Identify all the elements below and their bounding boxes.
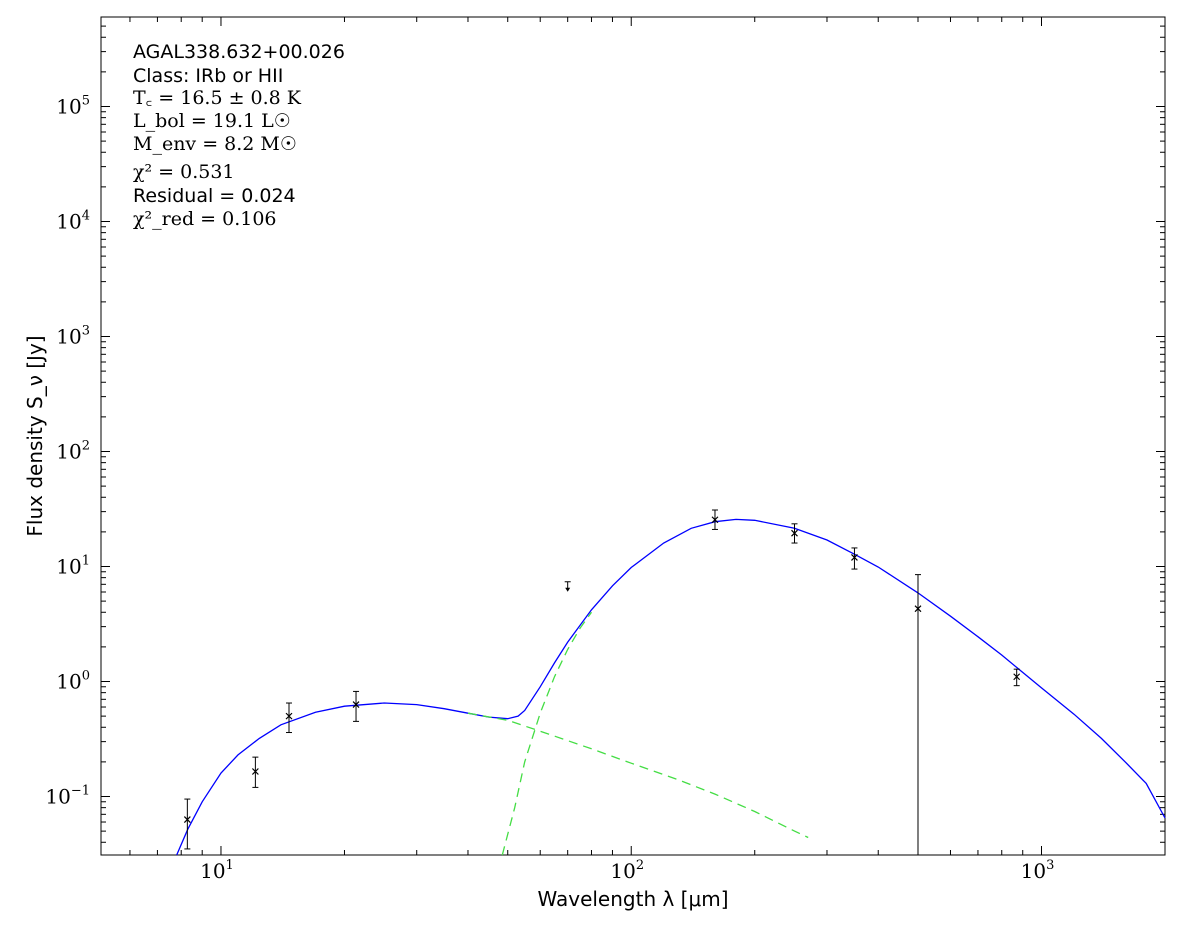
warm-component-line xyxy=(467,712,809,839)
y-tick-label: 102 xyxy=(56,438,90,463)
data-points xyxy=(183,509,1021,855)
data-point-marker xyxy=(183,816,191,824)
y-tick-label: 105 xyxy=(56,93,90,118)
upper-limit-arrow xyxy=(565,587,571,592)
chi2-label: χ² = 0.531 xyxy=(133,161,235,183)
y-tick-label: 100 xyxy=(56,669,90,694)
lbol-label: L_bol = 19.1 L☉ xyxy=(133,110,291,132)
chi2-red-label: χ²_red = 0.106 xyxy=(133,208,277,230)
data-point-marker xyxy=(352,701,360,709)
x-tick-label: 102 xyxy=(610,858,644,883)
annotation-block: AGAL338.632+00.026 Class: IRb or HII T꜀ … xyxy=(133,41,345,230)
x-tick-labels: 101 102 103 xyxy=(200,858,1054,883)
y-tick-label: 104 xyxy=(56,208,90,233)
cold-component-line xyxy=(501,611,593,856)
y-axis-title: Flux density S_ν [Jy] xyxy=(23,335,47,536)
source-name: AGAL338.632+00.026 xyxy=(133,41,345,63)
data-point-marker xyxy=(711,516,719,524)
plot-area xyxy=(100,16,1166,856)
x-tick-label: 101 xyxy=(200,858,234,883)
class-label: Class: IRb or HII xyxy=(133,65,283,87)
x-tick-label: 103 xyxy=(1021,858,1055,883)
residual-label: Residual = 0.024 xyxy=(133,185,296,207)
y-tick-label: 10−1 xyxy=(45,784,90,809)
y-tick-labels: 10−1 100 101 102 103 104 105 xyxy=(45,93,90,808)
axis-ticks xyxy=(101,16,1166,855)
menv-label: M_env = 8.2 M☉ xyxy=(133,133,297,155)
x-axis-title: Wavelength λ [μm] xyxy=(537,887,728,911)
data-point-marker xyxy=(914,605,922,613)
data-point-marker xyxy=(251,768,259,775)
y-tick-label: 101 xyxy=(56,554,90,579)
tc-label: T꜀ = 16.5 ± 0.8 K xyxy=(133,87,302,109)
data-point-marker xyxy=(1013,673,1021,681)
y-tick-label: 103 xyxy=(56,323,90,348)
data-point-marker xyxy=(791,529,798,537)
data-point-marker xyxy=(285,712,293,720)
model-curves xyxy=(176,518,1166,856)
data-point-marker xyxy=(851,553,858,561)
total-model-line xyxy=(176,518,1166,856)
